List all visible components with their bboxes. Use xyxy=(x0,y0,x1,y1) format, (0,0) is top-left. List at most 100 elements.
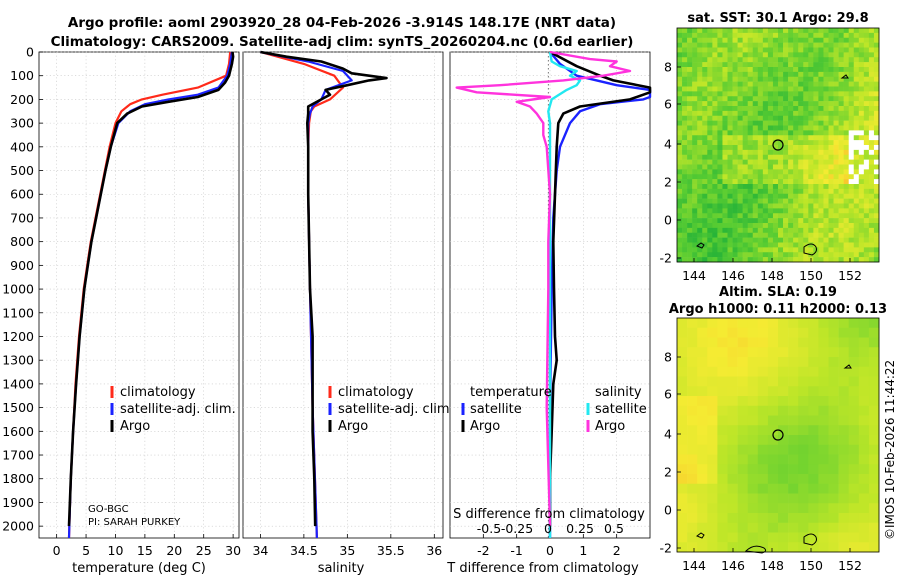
heatmap-cell xyxy=(762,218,769,224)
heatmap-cell xyxy=(737,120,743,126)
heatmap-cell xyxy=(762,188,769,195)
heatmap-cell xyxy=(778,247,784,253)
heatmap-cell xyxy=(858,493,870,504)
heatmap-cell xyxy=(858,140,865,146)
heatmap-cell xyxy=(747,76,754,82)
heatmap-cell xyxy=(843,135,849,141)
heatmap-cell xyxy=(687,135,693,141)
heatmap-cell xyxy=(707,76,713,82)
heatmap-cell xyxy=(823,237,829,243)
x-tick-label: 36 xyxy=(426,543,442,558)
heatmap-cell xyxy=(798,154,804,160)
heatmap-cell xyxy=(712,159,718,165)
heatmap-cell xyxy=(757,464,769,475)
heatmap-cell xyxy=(707,37,713,43)
heatmap-cell xyxy=(697,174,703,180)
heatmap-cell xyxy=(813,67,819,73)
heatmap-cell xyxy=(798,232,804,238)
heatmap-cell xyxy=(697,218,703,224)
heatmap-cell xyxy=(828,247,834,253)
heatmap-cell xyxy=(687,237,693,243)
heatmap-cell xyxy=(828,62,834,68)
heatmap-cell xyxy=(747,376,759,387)
heatmap-cell xyxy=(783,106,789,112)
heatmap-cell xyxy=(682,242,688,248)
heatmap-cell xyxy=(752,227,759,234)
heatmap-cell xyxy=(737,106,743,112)
heatmap-cell xyxy=(863,101,870,107)
heatmap-cell xyxy=(803,154,809,160)
heatmap-cell xyxy=(682,106,688,112)
heatmap-cell xyxy=(702,91,708,97)
heatmap-cell xyxy=(717,444,728,455)
heatmap-cell xyxy=(833,76,839,82)
heatmap-cell xyxy=(767,130,774,136)
heatmap-cell xyxy=(737,425,748,436)
depth-tick-label: 1400 xyxy=(2,376,34,391)
heatmap-cell xyxy=(803,76,809,82)
heatmap-cell xyxy=(868,140,875,146)
heatmap-cell xyxy=(757,67,764,73)
heatmap-cell xyxy=(682,145,688,151)
heatmap-cell xyxy=(843,242,849,248)
heatmap-cell xyxy=(853,252,860,258)
heatmap-cell xyxy=(747,159,754,165)
heatmap-cell xyxy=(863,247,870,253)
heatmap-cell xyxy=(687,188,693,195)
heatmap-cell xyxy=(732,193,738,199)
heatmap-cell xyxy=(838,145,844,151)
heatmap-cell xyxy=(747,71,754,78)
heatmap-cell xyxy=(772,101,779,107)
heatmap-cell xyxy=(828,405,839,416)
heatmap-cell xyxy=(798,120,804,126)
heatmap-cell xyxy=(823,218,829,224)
heatmap-cell xyxy=(778,357,789,368)
heatmap-cell xyxy=(762,213,769,219)
heatmap-cell xyxy=(798,218,804,224)
heatmap-cell xyxy=(682,96,688,102)
heatmap-cell xyxy=(712,67,718,73)
heatmap-cell xyxy=(757,174,764,180)
heatmap-cell xyxy=(788,110,794,117)
heatmap-cell xyxy=(757,213,764,219)
heatmap-cell xyxy=(833,28,839,34)
heatmap-cell xyxy=(737,227,743,234)
heatmap-cell xyxy=(788,203,794,209)
heatmap-cell xyxy=(798,67,804,73)
heatmap-cell xyxy=(737,110,743,117)
heatmap-cell xyxy=(848,149,855,156)
heatmap-cell xyxy=(833,115,839,121)
heatmap-cell xyxy=(813,184,819,190)
heatmap-cell xyxy=(717,184,723,190)
heatmap-cell xyxy=(818,405,829,416)
heatmap-cell xyxy=(677,169,683,175)
heatmap-cell xyxy=(732,91,738,97)
heatmap-cell xyxy=(833,71,839,78)
heatmap-cell xyxy=(788,188,794,195)
heatmap-cell xyxy=(722,52,728,58)
heatmap-cell xyxy=(757,86,764,92)
heatmap-cell xyxy=(818,474,829,485)
heatmap-cell xyxy=(757,208,764,214)
heatmap-cell xyxy=(727,405,738,416)
heatmap-cell xyxy=(752,193,759,199)
heatmap-cell xyxy=(707,115,713,121)
heatmap-cell xyxy=(752,198,759,204)
heatmap-cell xyxy=(788,193,794,199)
heatmap-cell xyxy=(853,91,860,97)
heatmap-cell xyxy=(798,522,809,533)
heatmap-cell xyxy=(788,213,794,219)
heatmap-cell xyxy=(702,149,708,156)
heatmap-cell xyxy=(722,57,728,63)
heatmap-cell xyxy=(682,218,688,224)
heatmap-cell xyxy=(722,81,728,87)
heatmap-cell xyxy=(772,242,779,248)
heatmap-cell xyxy=(813,227,819,234)
heatmap-cell xyxy=(873,106,880,112)
heatmap-cell xyxy=(742,174,748,180)
heatmap-cell xyxy=(818,396,829,407)
heatmap-cell xyxy=(682,213,688,219)
heatmap-cell xyxy=(843,62,849,68)
temperature-panel: 0100200300400500600700800900100011001200… xyxy=(2,45,241,577)
heatmap-cell xyxy=(828,164,834,170)
